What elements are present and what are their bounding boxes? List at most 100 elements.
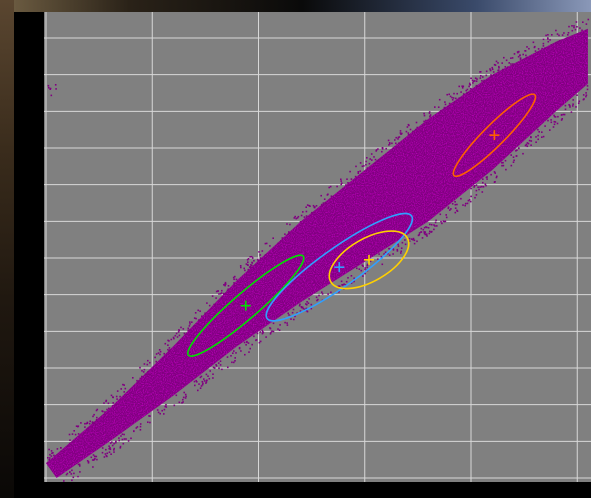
scatter-point [377,258,379,260]
scatter-point [238,347,241,350]
scatter-point [408,240,411,242]
scatter-point [572,105,574,107]
scatter-point [451,96,453,99]
scatter-point [313,206,316,208]
scatter-point [247,342,250,344]
scatter-point [510,63,512,65]
scatter-point [388,254,391,256]
scatter-point [515,155,518,157]
scatter-point [486,176,488,178]
scatter-point [498,65,500,68]
scatter-point [469,84,472,86]
scatter-point [74,433,77,436]
scatter-point [462,204,464,206]
scatter-point [255,339,257,342]
scatter-point [366,263,369,266]
scatter-point [474,77,477,79]
scatter-point [108,451,111,453]
scatter-point [461,85,463,87]
scatter-point [378,253,380,255]
scatter-point [414,128,417,131]
scatter-point [240,266,242,269]
scatter-point [447,206,450,208]
scatter-point [405,130,408,133]
scatter-point [213,303,215,306]
scatter-point [244,269,246,272]
scatter-point [350,178,353,180]
scatter-point [167,348,169,351]
scatter-point [515,150,517,152]
scatter-point [389,248,391,250]
scatter-point [316,299,318,302]
scatter-point [243,267,245,270]
scatter-point [556,122,559,125]
scatter-point [305,309,308,312]
scatter-point [213,367,216,369]
scatter-point [123,438,126,440]
scatter-point [489,68,491,70]
scatter-point [234,275,236,278]
scatter-point [564,108,567,111]
scatter-point [482,76,484,78]
scatter-point [193,317,196,319]
scatter-point [567,34,569,36]
scatter-point [79,471,81,473]
scatter-point [111,444,114,447]
scatter-point [468,85,470,88]
scatter-point [309,205,311,207]
scatter-point [454,201,456,203]
scatter-point [296,312,298,314]
scatter-point [173,404,176,407]
scatter-point [407,132,410,134]
scatter-point [545,34,547,37]
scatter-point [63,485,65,487]
scatter-point [526,46,528,48]
scatter-point [494,181,496,183]
scatter-point [475,84,478,87]
scatter-point [413,239,416,242]
scatter-point [377,159,380,161]
scatter-point [423,112,425,115]
scatter-point [525,143,528,146]
scatter-point [69,439,71,441]
scatter-point [247,268,250,271]
scatter-point [321,293,324,295]
scatter-point [115,395,118,398]
scatter-point [113,447,115,450]
scatter-point [264,242,267,245]
scatter-point [203,380,206,382]
scatter-point [576,94,578,96]
scatter-point [139,429,142,431]
scatter-point [420,227,423,230]
scatter-point [517,50,520,53]
scatter-point [363,165,365,167]
scatter-point [320,203,323,206]
scatter-point [466,92,468,94]
scatter-point [551,34,553,36]
scatter-point [502,161,504,164]
scatter-point [66,483,68,485]
scatter-point [155,353,158,355]
scatter-point [381,263,384,266]
scatter-point [322,202,325,204]
scatter-point [231,361,233,364]
scatter-point [50,450,53,452]
scatter-point [173,337,175,340]
scatter-point [503,56,505,59]
scatter-point [49,453,51,456]
scatter-point [163,352,165,355]
scatter-point [464,204,466,207]
scatter-point [424,231,427,233]
scatter-point [535,141,537,143]
scatter-point [200,375,203,378]
scatter-point [199,387,202,389]
scatter-point [95,419,98,421]
cluster-center-3 [489,130,500,141]
scatter-point [340,280,343,283]
scatter-point [490,74,492,76]
scatter-point [224,284,226,287]
scatter-point [306,301,308,303]
scatter-point [75,425,78,427]
scatter-point [356,267,358,270]
scatter-point [230,355,232,357]
